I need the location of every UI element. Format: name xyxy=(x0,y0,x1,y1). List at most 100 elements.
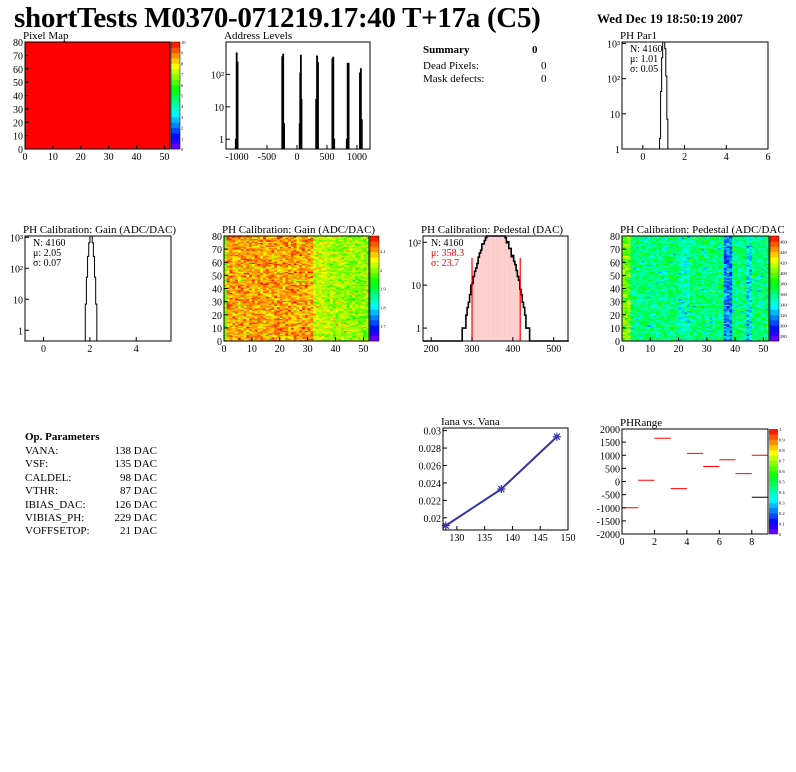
y-tick-label: 30 xyxy=(13,105,23,116)
heatmap-cell xyxy=(158,55,163,58)
heatmap-cell xyxy=(38,126,43,128)
heatmap-cell xyxy=(105,67,110,70)
heatmap-cell xyxy=(235,338,239,341)
heatmap-cell xyxy=(142,72,146,75)
heatmap-cell xyxy=(75,138,79,141)
heatmap-cell xyxy=(69,96,73,99)
heatmap-cell xyxy=(111,122,115,124)
heatmap-cell xyxy=(153,120,157,123)
heatmap-cell xyxy=(52,128,57,131)
heatmap-cell xyxy=(164,56,168,59)
heatmap-cell xyxy=(91,106,96,108)
heatmap-cell xyxy=(161,110,165,112)
heatmap-cell xyxy=(122,100,126,103)
heatmap-cell xyxy=(69,62,73,64)
heatmap-cell xyxy=(72,74,76,76)
heatmap-cell xyxy=(64,47,68,50)
heatmap-cell xyxy=(27,67,31,70)
heatmap-cell xyxy=(142,75,146,78)
heatmap-cell xyxy=(114,59,118,62)
heatmap-cell xyxy=(130,100,135,103)
heatmap-cell xyxy=(77,108,82,111)
heatmap-cell xyxy=(36,120,40,123)
heatmap-cell xyxy=(89,60,93,63)
heatmap-cell xyxy=(75,46,79,48)
heatmap-cell xyxy=(80,91,84,94)
heatmap-cell xyxy=(114,52,118,55)
heatmap-cell xyxy=(64,79,68,82)
heatmap-cell xyxy=(97,51,101,54)
heatmap-cell xyxy=(83,94,87,96)
heatmap-cell xyxy=(41,91,45,94)
heatmap-cell xyxy=(36,126,40,128)
heatmap-cell xyxy=(41,94,45,96)
heatmap-cell xyxy=(72,42,76,44)
heatmap-cell xyxy=(240,242,244,245)
heatmap-cell xyxy=(167,86,171,88)
heatmap-cell xyxy=(111,46,115,48)
heatmap-cell xyxy=(86,132,90,135)
heatmap-cell xyxy=(55,127,59,130)
heatmap-cell xyxy=(136,75,140,78)
heatmap-cell xyxy=(94,64,98,67)
heatmap-cell xyxy=(72,64,76,67)
heatmap-cell xyxy=(30,100,34,103)
heatmap-cell xyxy=(91,120,96,123)
heatmap-cell xyxy=(130,143,135,146)
heatmap-cell xyxy=(232,312,236,314)
heatmap-cell xyxy=(130,110,135,112)
heatmap-cell xyxy=(117,108,121,111)
heatmap-cell xyxy=(94,75,98,78)
heatmap-cell xyxy=(237,309,242,312)
heatmap-cell xyxy=(161,88,165,91)
heatmap-cell xyxy=(66,131,71,134)
heatmap-cell xyxy=(237,236,242,238)
heatmap-cell xyxy=(86,44,90,47)
heatmap-cell xyxy=(161,63,165,66)
heatmap-cell xyxy=(27,44,31,47)
heatmap-cell xyxy=(119,108,123,111)
heatmap-cell xyxy=(139,116,143,119)
heatmap-cell xyxy=(97,135,101,138)
heatmap-cell xyxy=(119,87,123,90)
heatmap-cell xyxy=(125,68,129,71)
heatmap-cell xyxy=(240,253,244,255)
heatmap-cell xyxy=(89,139,93,142)
heatmap-cell xyxy=(58,76,62,79)
heatmap-cell xyxy=(47,87,51,90)
heatmap-cell xyxy=(50,134,54,137)
heatmap-cell xyxy=(66,76,71,79)
heatmap-cell xyxy=(119,70,123,72)
heatmap-cell xyxy=(111,59,115,62)
heatmap-cell xyxy=(156,100,160,103)
heatmap-cell xyxy=(243,236,247,238)
x-tick-label: 0 xyxy=(294,152,299,163)
heatmap-cell xyxy=(80,90,84,92)
heatmap-cell xyxy=(144,139,149,142)
heatmap-cell xyxy=(25,116,29,119)
heatmap-cell xyxy=(235,326,239,329)
heatmap-cell xyxy=(83,104,87,107)
heatmap-cell xyxy=(100,114,104,116)
heatmap-cell xyxy=(119,72,123,75)
heatmap-cell xyxy=(105,74,110,76)
heatmap-cell xyxy=(240,251,244,254)
heatmap-cell xyxy=(147,68,151,71)
heatmap-cell xyxy=(52,67,57,70)
heatmap-cell xyxy=(139,68,143,71)
heatmap-cell xyxy=(25,119,29,122)
heatmap-cell xyxy=(226,296,230,299)
heatmap-cell xyxy=(119,103,123,106)
heatmap-cell xyxy=(226,254,230,257)
heatmap-cell xyxy=(237,288,242,291)
heatmap-cell xyxy=(105,46,110,48)
heatmap-cell xyxy=(58,108,62,111)
heatmap-cell xyxy=(38,136,43,139)
heatmap-cell xyxy=(33,139,37,142)
color-palette-cell xyxy=(171,143,180,150)
heatmap-cell xyxy=(235,306,239,309)
heatmap-cell xyxy=(139,110,143,112)
heatmap-cell xyxy=(128,94,132,96)
heatmap-cell xyxy=(44,64,48,67)
heatmap-cell xyxy=(52,64,57,67)
